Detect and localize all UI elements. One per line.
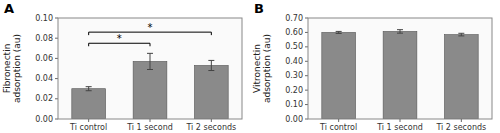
error-cap <box>397 29 403 30</box>
error-bar <box>458 33 464 36</box>
y-tick-label: 0.50 <box>285 42 303 51</box>
y-tick-label: 0.30 <box>285 71 303 80</box>
panel: 0.00 0.10 0.20 0.30 0.40 0.50 0.60 0.70 Ti contr… <box>252 1 492 132</box>
error-cap <box>458 33 464 34</box>
x-tick-label: Ti control <box>69 123 107 132</box>
y-axis-label-line: Vitronectin <box>252 44 262 93</box>
y-axis-label-line: Fibronectin <box>2 44 12 94</box>
error-cap <box>397 33 403 34</box>
y-tick-label: 0.40 <box>285 57 303 66</box>
plot-area <box>58 18 242 119</box>
error-bar <box>208 60 214 70</box>
error-cap <box>208 70 214 71</box>
data-group <box>322 30 478 119</box>
x-tick <box>88 119 89 122</box>
bar <box>322 32 356 119</box>
y-axis-label: Vitronectinadsorption (au) <box>252 34 272 103</box>
significance-label: * <box>117 33 122 44</box>
x-tick <box>338 119 339 122</box>
y-tick-label: 0.04 <box>35 74 53 83</box>
y-tick-label: 0.10 <box>285 100 303 109</box>
error-line <box>150 53 151 69</box>
panel: 0.00 0.02 0.04 0.06 0.08 0.10 Ti control Ti 1 s… <box>2 1 242 132</box>
bar <box>383 31 417 119</box>
y-tick-label: 0.60 <box>285 28 303 37</box>
error-bar <box>397 30 403 33</box>
bar <box>194 65 228 119</box>
panel-label: A <box>4 1 14 16</box>
y-tick-label: 0.02 <box>35 94 53 103</box>
error-line <box>211 60 212 70</box>
error-cap <box>458 35 464 36</box>
error-cap <box>147 53 153 54</box>
error-cap <box>86 90 92 91</box>
significance-label: * <box>148 22 153 33</box>
data-group <box>72 53 228 119</box>
x-tick-label: Ti control <box>319 123 357 132</box>
x-tick <box>150 119 151 122</box>
bar <box>444 35 478 119</box>
plot-area <box>308 18 492 119</box>
x-tick <box>211 119 212 122</box>
y-axis-label: Fibronectinadsorption (au) <box>2 34 22 103</box>
error-cap <box>147 69 153 70</box>
x-tick-label: Ti 1 second <box>126 123 173 132</box>
panel-label: B <box>254 1 264 16</box>
x-tick <box>400 119 401 122</box>
plot-frame <box>308 18 492 119</box>
y-axis-label-line: adsorption (au) <box>262 34 272 103</box>
y-tick-label: 0.10 <box>35 14 53 23</box>
error-line <box>400 30 401 33</box>
error-cap <box>336 33 342 34</box>
bar <box>133 61 167 119</box>
error-bar <box>86 87 92 91</box>
x-tick-label: Ti 1 second <box>376 123 423 132</box>
error-line <box>88 87 89 91</box>
y-tick-label: 0.70 <box>285 14 303 23</box>
error-cap <box>208 60 214 61</box>
y-tick-label: 0.08 <box>35 34 53 43</box>
plot-frame <box>58 18 242 119</box>
x-tick <box>461 119 462 122</box>
y-tick-label: 0.00 <box>285 115 303 124</box>
x-tick-label: Ti 2 seconds <box>435 123 486 132</box>
error-cap <box>86 86 92 87</box>
error-bar <box>147 53 153 69</box>
y-axis-label-line: adsorption (au) <box>12 34 22 103</box>
y-tick-label: 0.00 <box>35 115 53 124</box>
error-bar <box>336 31 342 33</box>
error-cap <box>336 31 342 32</box>
figure: 0.00 0.02 0.04 0.06 0.08 0.10 Ti control Ti 1 s… <box>0 0 500 133</box>
y-tick-label: 0.20 <box>285 86 303 95</box>
x-tick-label: Ti 2 seconds <box>185 123 236 132</box>
bar <box>72 89 106 119</box>
y-tick-label: 0.06 <box>35 54 53 63</box>
